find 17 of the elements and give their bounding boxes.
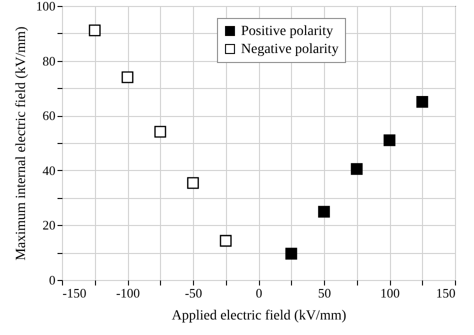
y-tick-label: 100: [36, 0, 56, 14]
y-tick-label: 60: [42, 108, 56, 124]
y-axis-title: Maximum internal electric field (kV/mm): [14, 26, 29, 261]
y-tick-label: 40: [42, 162, 56, 178]
x-tick-label: -150: [62, 286, 86, 300]
legend-label: Positive polarity: [241, 24, 334, 39]
x-tick-label: 100: [380, 286, 400, 300]
legend-label: Negative polarity: [241, 42, 339, 57]
x-tick-label: -100: [116, 286, 140, 300]
y-tick-label: 80: [42, 53, 56, 68]
y-tick-label: 20: [42, 218, 56, 233]
x-tick-label: 50: [318, 286, 331, 300]
x-tick-label: 0: [256, 286, 262, 300]
x-tick-label: 150: [436, 286, 456, 300]
y-tick-label: 0: [49, 272, 56, 288]
x-tick-label: -50: [184, 286, 202, 300]
x-axis-title: Applied electric field (kV/mm): [172, 308, 347, 324]
